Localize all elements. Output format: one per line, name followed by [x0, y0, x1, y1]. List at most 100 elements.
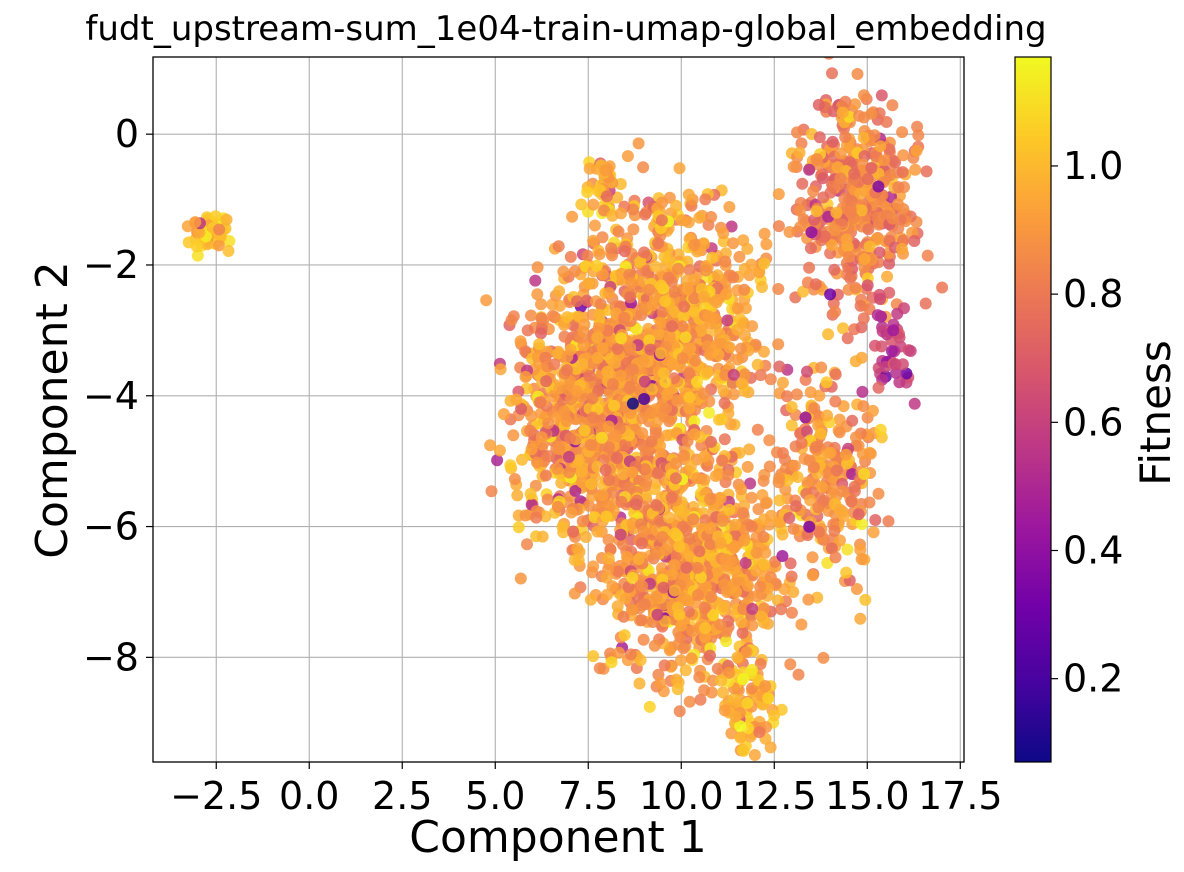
data-point: [669, 472, 682, 485]
data-point: [734, 720, 747, 733]
data-point: [525, 409, 538, 422]
data-point: [480, 294, 493, 307]
data-point: [519, 345, 532, 358]
data-point: [600, 190, 613, 203]
data-point: [553, 299, 566, 312]
data-point: [649, 427, 662, 440]
data-point: [772, 283, 785, 295]
data-point: [776, 550, 789, 562]
data-point: [519, 509, 532, 522]
data-point: [605, 656, 618, 669]
data-point: [790, 500, 803, 513]
data-point: [626, 571, 639, 584]
data-point: [618, 311, 631, 324]
data-point: [718, 704, 731, 717]
data-point: [619, 592, 632, 605]
data-point: [668, 285, 681, 298]
data-point: [581, 186, 594, 199]
data-point: [627, 223, 640, 236]
data-point: [872, 487, 885, 500]
x-tick-label: 7.5: [558, 774, 618, 818]
data-point: [618, 629, 631, 642]
data-point: [799, 411, 812, 424]
data-point: [804, 242, 817, 255]
data-point: [510, 393, 523, 406]
data-point: [872, 180, 885, 193]
data-point: [557, 526, 570, 539]
data-point: [614, 178, 627, 190]
data-point: [727, 388, 740, 401]
data-point: [675, 619, 688, 632]
data-point: [650, 590, 663, 603]
data-point: [773, 472, 786, 485]
data-point: [755, 610, 767, 623]
data-point: [737, 603, 750, 615]
x-tick-label: 17.5: [918, 774, 1003, 818]
data-point: [738, 534, 751, 547]
data-point: [615, 207, 627, 220]
data-point: [746, 320, 759, 333]
data-point: [776, 376, 789, 389]
data-point: [680, 561, 693, 574]
data-point: [787, 586, 800, 598]
data-point: [604, 543, 617, 556]
data-point: [840, 566, 853, 579]
data-point: [581, 249, 594, 262]
data-point: [727, 271, 740, 284]
x-tick-label: 2.5: [372, 774, 432, 818]
data-point: [895, 242, 908, 255]
data-point: [548, 311, 561, 324]
data-point: [568, 265, 581, 278]
data-point: [849, 355, 862, 368]
data-point: [697, 387, 710, 400]
data-point: [792, 668, 805, 681]
data-point: [723, 503, 736, 516]
data-point: [524, 424, 537, 437]
data-point: [644, 407, 657, 420]
data-point: [826, 483, 839, 496]
data-point: [757, 474, 770, 487]
data-point: [682, 605, 695, 618]
data-point: [803, 261, 816, 274]
data-point: [639, 208, 651, 221]
data-point: [575, 198, 588, 211]
data-point: [814, 427, 827, 440]
data-point: [886, 99, 899, 112]
data-point: [727, 237, 740, 250]
data-point: [807, 185, 820, 198]
data-point: [861, 173, 874, 186]
data-point: [883, 257, 896, 270]
data-point: [805, 226, 818, 239]
data-point: [614, 528, 627, 541]
data-point: [586, 566, 599, 579]
data-point: [626, 397, 639, 410]
data-point: [666, 320, 678, 333]
data-point: [585, 478, 598, 491]
data-point: [716, 514, 729, 527]
data-point: [656, 196, 668, 209]
data-point: [657, 581, 670, 594]
data-point: [648, 639, 661, 652]
data-point: [806, 569, 819, 582]
data-point: [639, 479, 652, 492]
data-point: [719, 368, 732, 381]
data-point: [745, 520, 758, 533]
data-point: [712, 348, 725, 361]
data-point: [653, 514, 666, 527]
data-point: [494, 363, 507, 376]
data-point: [609, 429, 622, 442]
data-point: [720, 288, 733, 300]
data-point: [763, 460, 776, 473]
colorbar-tick-label: 0.8: [1063, 272, 1123, 316]
data-point: [654, 677, 667, 690]
data-point: [691, 561, 704, 574]
data-point: [855, 321, 868, 334]
data-point: [772, 338, 785, 351]
data-point: [908, 397, 921, 410]
data-point: [605, 242, 618, 255]
data-point: [886, 345, 898, 358]
data-point: [512, 521, 525, 534]
data-point: [638, 246, 651, 259]
data-point: [652, 328, 665, 341]
data-point: [637, 354, 650, 367]
